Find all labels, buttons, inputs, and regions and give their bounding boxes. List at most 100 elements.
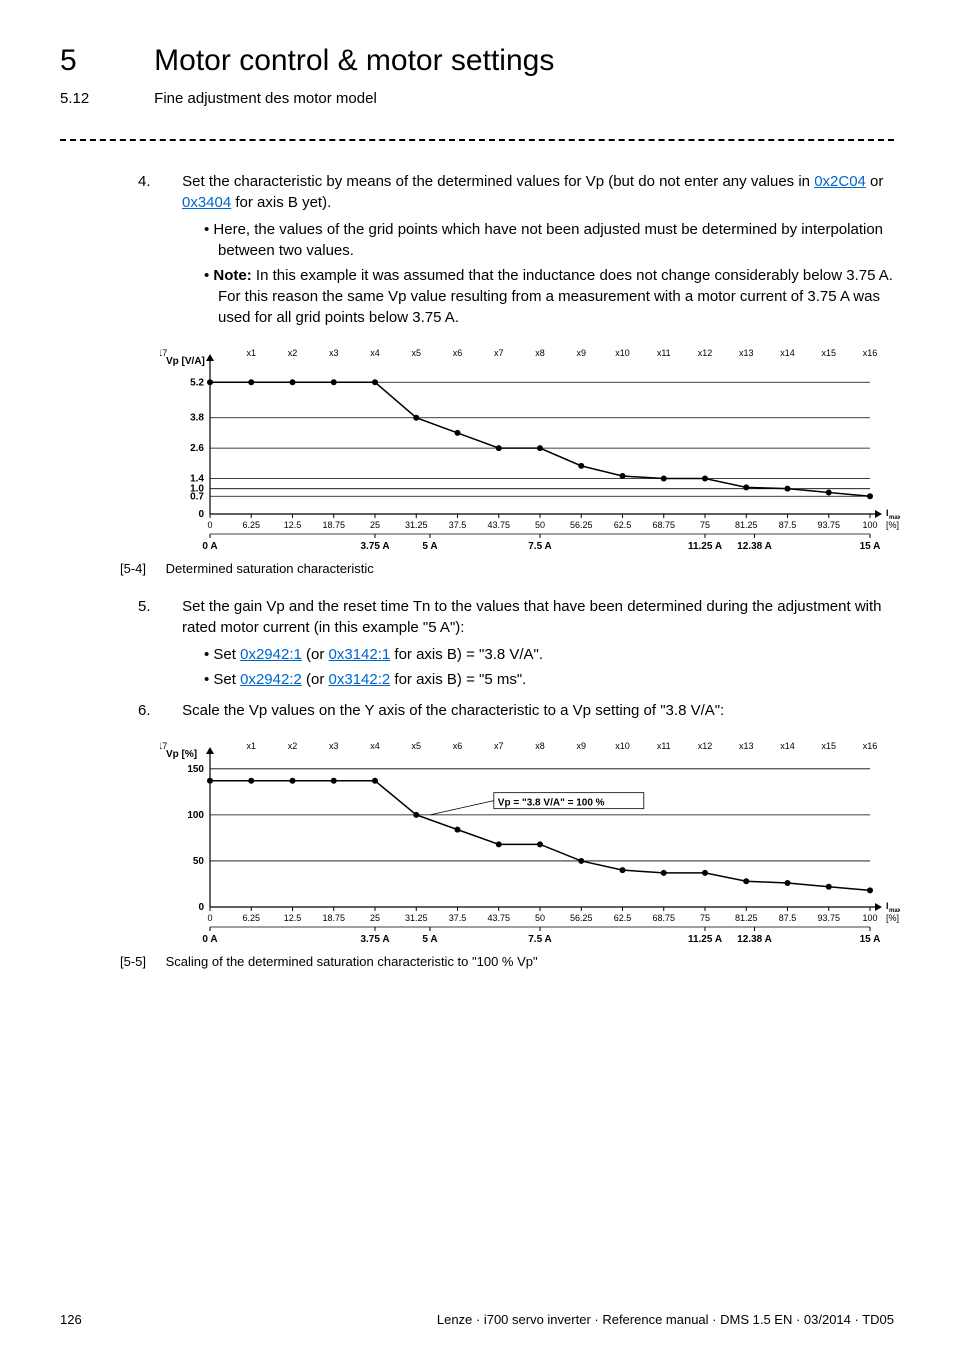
svg-text:x10: x10 bbox=[615, 741, 630, 751]
svg-text:15 A: 15 A bbox=[860, 934, 881, 945]
svg-text:[%]: [%] bbox=[886, 520, 899, 530]
svg-text:93.75: 93.75 bbox=[817, 520, 840, 530]
step-4: 4. Set the characteristic by means of th… bbox=[160, 171, 894, 328]
b1a: Set bbox=[213, 646, 240, 663]
svg-text:75: 75 bbox=[700, 520, 710, 530]
link-0x2942-2[interactable]: 0x2942:2 bbox=[240, 671, 302, 688]
svg-text:x9: x9 bbox=[576, 348, 586, 358]
svg-text:37.5: 37.5 bbox=[449, 520, 467, 530]
page-number: 126 bbox=[60, 1311, 82, 1329]
note-text: In this example it was assumed that the … bbox=[218, 267, 893, 326]
svg-text:x6: x6 bbox=[453, 348, 463, 358]
svg-text:15 A: 15 A bbox=[860, 541, 881, 552]
svg-text:0 A: 0 A bbox=[202, 541, 217, 552]
svg-text:x13: x13 bbox=[739, 348, 754, 358]
link-0x3404[interactable]: 0x3404 bbox=[182, 194, 231, 211]
step-5-bullet-1: Set 0x2942:1 (or 0x3142:1 for axis B) = … bbox=[204, 644, 894, 665]
svg-text:18.75: 18.75 bbox=[322, 520, 345, 530]
step-5-number: 5. bbox=[160, 596, 178, 617]
svg-text:x2: x2 bbox=[288, 348, 298, 358]
svg-text:x9: x9 bbox=[576, 741, 586, 751]
link-0x3142-2[interactable]: 0x3142:2 bbox=[329, 671, 391, 688]
svg-text:x13: x13 bbox=[739, 741, 754, 751]
step-5-text: Set the gain Vp and the reset time Tn to… bbox=[182, 598, 882, 636]
svg-text:12.5: 12.5 bbox=[284, 520, 302, 530]
svg-text:0: 0 bbox=[207, 520, 212, 530]
svg-text:31.25: 31.25 bbox=[405, 913, 428, 923]
svg-text:50: 50 bbox=[535, 913, 545, 923]
caption-1-text: Determined saturation characteristic bbox=[166, 561, 374, 576]
svg-text:43.75: 43.75 bbox=[487, 913, 510, 923]
footer-info: Lenze · i700 servo inverter · Reference … bbox=[437, 1311, 894, 1329]
svg-text:[%]: [%] bbox=[886, 913, 899, 923]
svg-text:81.25: 81.25 bbox=[735, 520, 758, 530]
svg-text:0.7: 0.7 bbox=[190, 491, 204, 502]
svg-text:100: 100 bbox=[862, 520, 877, 530]
svg-text:25: 25 bbox=[370, 520, 380, 530]
svg-text:x7: x7 bbox=[494, 348, 504, 358]
svg-text:0: 0 bbox=[198, 509, 204, 520]
svg-text:62.5: 62.5 bbox=[614, 520, 632, 530]
svg-text:93.75: 93.75 bbox=[817, 913, 840, 923]
step-4-bullet-1: Here, the values of the grid points whic… bbox=[204, 219, 894, 261]
svg-text:68.75: 68.75 bbox=[652, 520, 675, 530]
step-4-text-a: Set the characteristic by means of the d… bbox=[182, 173, 814, 190]
link-0x2942-1[interactable]: 0x2942:1 bbox=[240, 646, 302, 663]
svg-text:56.25: 56.25 bbox=[570, 913, 593, 923]
svg-text:x3: x3 bbox=[329, 348, 339, 358]
svg-text:0: 0 bbox=[207, 913, 212, 923]
svg-text:0: 0 bbox=[198, 902, 204, 913]
svg-text:x15: x15 bbox=[821, 348, 836, 358]
content-area: 4. Set the characteristic by means of th… bbox=[160, 171, 894, 554]
b2b: (or bbox=[302, 671, 329, 688]
step-6-number: 6. bbox=[160, 700, 178, 721]
svg-text:31.25: 31.25 bbox=[405, 520, 428, 530]
svg-text:Vp = "3.8 V/A" = 100 %: Vp = "3.8 V/A" = 100 % bbox=[498, 798, 605, 809]
b1c: for axis B) = "3.8 V/A". bbox=[390, 646, 543, 663]
chart-2-svg: 150100500x1x2x3x4x5x6x7x8x9x10x11x12x13x… bbox=[160, 737, 900, 947]
svg-text:x5: x5 bbox=[411, 348, 421, 358]
svg-text:x8: x8 bbox=[535, 741, 545, 751]
chart-1-svg: 5.23.82.61.41.00.70x1x2x3x4x5x6x7x8x9x10… bbox=[160, 344, 900, 554]
svg-text:12.38 A: 12.38 A bbox=[737, 541, 772, 552]
svg-text:43.75: 43.75 bbox=[487, 520, 510, 530]
svg-text:6.25: 6.25 bbox=[242, 913, 260, 923]
separator-rule bbox=[60, 139, 894, 141]
svg-text:50: 50 bbox=[535, 520, 545, 530]
svg-text:3.75 A: 3.75 A bbox=[360, 934, 389, 945]
step-5-bullet-2: Set 0x2942:2 (or 0x3142:2 for axis B) = … bbox=[204, 669, 894, 690]
step-6-text: Scale the Vp values on the Y axis of the… bbox=[182, 702, 724, 719]
step-6: 6. Scale the Vp values on the Y axis of … bbox=[160, 700, 894, 721]
svg-text:87.5: 87.5 bbox=[779, 520, 797, 530]
link-0x2c04[interactable]: 0x2C04 bbox=[814, 173, 866, 190]
svg-text:100: 100 bbox=[187, 810, 204, 821]
svg-text:x11: x11 bbox=[657, 741, 671, 751]
svg-text:3.75 A: 3.75 A bbox=[360, 541, 389, 552]
caption-1-tag: [5-4] bbox=[120, 560, 162, 578]
svg-text:x3: x3 bbox=[329, 741, 339, 751]
b1b: (or bbox=[302, 646, 329, 663]
svg-text:x6: x6 bbox=[453, 741, 463, 751]
b2c: for axis B) = "5 ms". bbox=[390, 671, 526, 688]
svg-text:5 A: 5 A bbox=[422, 541, 437, 552]
svg-text:12.38 A: 12.38 A bbox=[737, 934, 772, 945]
step-4-number: 4. bbox=[160, 171, 178, 192]
svg-text:x10: x10 bbox=[615, 348, 630, 358]
svg-text:x12: x12 bbox=[698, 348, 713, 358]
chart-1: 5.23.82.61.41.00.70x1x2x3x4x5x6x7x8x9x10… bbox=[160, 344, 894, 554]
svg-text:7.5 A: 7.5 A bbox=[528, 541, 552, 552]
chapter-title: Motor control & motor settings bbox=[154, 40, 554, 82]
svg-text:2.6: 2.6 bbox=[190, 443, 204, 454]
svg-text:x1: x1 bbox=[246, 741, 256, 751]
svg-text:11.25 A: 11.25 A bbox=[688, 541, 722, 552]
page-footer: 126 Lenze · i700 servo inverter · Refere… bbox=[60, 1311, 894, 1329]
link-0x3142-1[interactable]: 0x3142:1 bbox=[329, 646, 391, 663]
chart-1-caption: [5-4] Determined saturation characterist… bbox=[120, 560, 894, 578]
step-4-text-c: for axis B yet). bbox=[231, 194, 331, 211]
svg-text:18.75: 18.75 bbox=[322, 913, 345, 923]
svg-text:x7: x7 bbox=[494, 741, 504, 751]
step-5: 5. Set the gain Vp and the reset time Tn… bbox=[160, 596, 894, 690]
svg-text:7.5 A: 7.5 A bbox=[528, 934, 552, 945]
svg-text:81.25: 81.25 bbox=[735, 913, 758, 923]
svg-text:x12: x12 bbox=[698, 741, 713, 751]
